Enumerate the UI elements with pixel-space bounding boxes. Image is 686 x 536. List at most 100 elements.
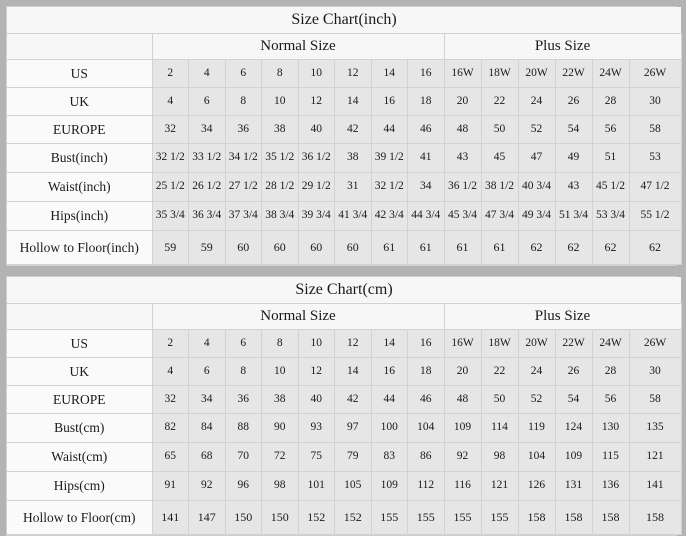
- table-cell: 4: [151, 87, 189, 116]
- table-cell: 114: [480, 413, 519, 443]
- table-cell: 61: [443, 230, 482, 265]
- table-cell: 18: [407, 357, 445, 386]
- table-cell: 16W: [443, 329, 482, 358]
- table-cell: 16: [370, 357, 408, 386]
- table-cell: 50: [480, 115, 519, 144]
- table-cell: 49: [554, 143, 593, 173]
- table-cell: 42 3/4: [370, 201, 408, 231]
- size-chart-cm: Size Chart(cm) Normal Size Plus Size US 2 4 6 8…: [6, 276, 682, 536]
- table-cell: 98: [261, 471, 299, 501]
- table-cell: 54: [554, 115, 593, 144]
- table-row: EUROPE 32 34 36 38 40 42 44 46 48 50 52 54 56 58: [7, 115, 682, 144]
- table-cell: 47: [517, 143, 556, 173]
- table-cell: 59: [151, 230, 189, 265]
- table-cell: 86: [407, 442, 445, 472]
- chart-title: Size Chart(inch): [7, 7, 682, 34]
- table-row: UK 4 6 8 10 12 14 16 18 20 22 24 26 28 30: [7, 357, 682, 386]
- table-cell: 26 1/2: [188, 172, 226, 202]
- table-cell: 52: [517, 385, 556, 414]
- table-cell: 60: [334, 230, 372, 265]
- table-cell: 14: [334, 87, 372, 116]
- table-cell: 104: [407, 413, 445, 443]
- table-cell: 6: [224, 329, 262, 358]
- table-cell: 29 1/2: [297, 172, 335, 202]
- table-cell: 12: [297, 87, 335, 116]
- table-cell: 10: [261, 357, 299, 386]
- table-cell: 32 1/2: [370, 172, 408, 202]
- table-cell: 40: [297, 115, 335, 144]
- size-chart-table: Size Chart(inch) Normal Size Plus Size US 2 4…: [7, 7, 682, 265]
- table-cell: 62: [517, 230, 556, 265]
- table-cell: 60: [297, 230, 335, 265]
- table-cell: 70: [224, 442, 262, 472]
- table-cell: 43: [554, 172, 593, 202]
- table-cell: 6: [188, 357, 226, 386]
- table-cell: 4: [188, 329, 226, 358]
- table-cell: 38: [261, 385, 299, 414]
- table-cell: 121: [628, 442, 682, 472]
- table-cell: 39 3/4: [297, 201, 335, 231]
- table-cell: 22W: [554, 59, 593, 88]
- table-cell: 4: [188, 59, 226, 88]
- table-cell: 32: [151, 115, 189, 144]
- table-cell: 54: [554, 385, 593, 414]
- chart-title-row: Size Chart(inch): [7, 7, 682, 34]
- table-cell: 100: [370, 413, 408, 443]
- table-cell: 50: [480, 385, 519, 414]
- row-label-waist-cm: Waist(cm): [7, 442, 153, 472]
- chart-title: Size Chart(cm): [7, 277, 682, 304]
- table-cell: 158: [517, 500, 556, 535]
- table-cell: 26: [554, 357, 593, 386]
- table-cell: 79: [334, 442, 372, 472]
- table-row: UK 4 6 8 10 12 14 16 18 20 22 24 26 28 30: [7, 87, 682, 116]
- table-cell: 62: [628, 230, 682, 265]
- table-cell: 26W: [628, 59, 682, 88]
- table-cell: 24W: [591, 59, 630, 88]
- table-cell: 2: [151, 329, 189, 358]
- table-cell: 48: [443, 115, 482, 144]
- table-cell: 155: [407, 500, 445, 535]
- table-cell: 30: [628, 357, 682, 386]
- table-cell: 59: [188, 230, 226, 265]
- table-cell: 2: [151, 59, 189, 88]
- table-cell: 20: [443, 87, 482, 116]
- table-cell: 60: [261, 230, 299, 265]
- table-row: US 2 4 6 8 10 12 14 16 16W 18W 20W 22W 24W 26W: [7, 59, 682, 88]
- table-cell: 22: [480, 357, 519, 386]
- table-cell: 41: [407, 143, 445, 173]
- table-cell: 12: [334, 329, 372, 358]
- table-cell: 101: [297, 471, 335, 501]
- table-cell: 65: [151, 442, 189, 472]
- table-cell: 44 3/4: [407, 201, 445, 231]
- table-cell: 8: [261, 59, 299, 88]
- table-cell: 6: [224, 59, 262, 88]
- table-cell: 36 1/2: [443, 172, 482, 202]
- table-cell: 84: [188, 413, 226, 443]
- table-cell: 14: [334, 357, 372, 386]
- table-cell: 147: [188, 500, 226, 535]
- table-cell: 36 1/2: [297, 143, 335, 173]
- size-chart-inch: Size Chart(inch) Normal Size Plus Size US 2 4…: [6, 6, 682, 266]
- row-label-uk: UK: [7, 357, 153, 386]
- table-row: Hips(inch) 35 3/4 36 3/4 37 3/4 38 3/4 39 3/4…: [7, 201, 682, 231]
- table-cell: 121: [480, 471, 519, 501]
- table-cell: 51 3/4: [554, 201, 593, 231]
- table-row: EUROPE 32 34 36 38 40 42 44 46 48 50 52 54 56 58: [7, 385, 682, 414]
- table-cell: 82: [151, 413, 189, 443]
- table-cell: 12: [334, 59, 372, 88]
- table-cell: 115: [591, 442, 630, 472]
- table-cell: 42: [334, 385, 372, 414]
- table-cell: 36 3/4: [188, 201, 226, 231]
- table-cell: 48: [443, 385, 482, 414]
- table-cell: 38: [334, 143, 372, 173]
- table-cell: 56: [591, 115, 630, 144]
- table-cell: 49 3/4: [517, 201, 556, 231]
- table-cell: 91: [151, 471, 189, 501]
- table-cell: 42: [334, 115, 372, 144]
- table-cell: 158: [628, 500, 682, 535]
- table-cell: 28: [591, 87, 630, 116]
- table-cell: 58: [628, 385, 682, 414]
- row-label-us: US: [7, 329, 153, 358]
- table-cell: 61: [370, 230, 408, 265]
- table-cell: 20: [443, 357, 482, 386]
